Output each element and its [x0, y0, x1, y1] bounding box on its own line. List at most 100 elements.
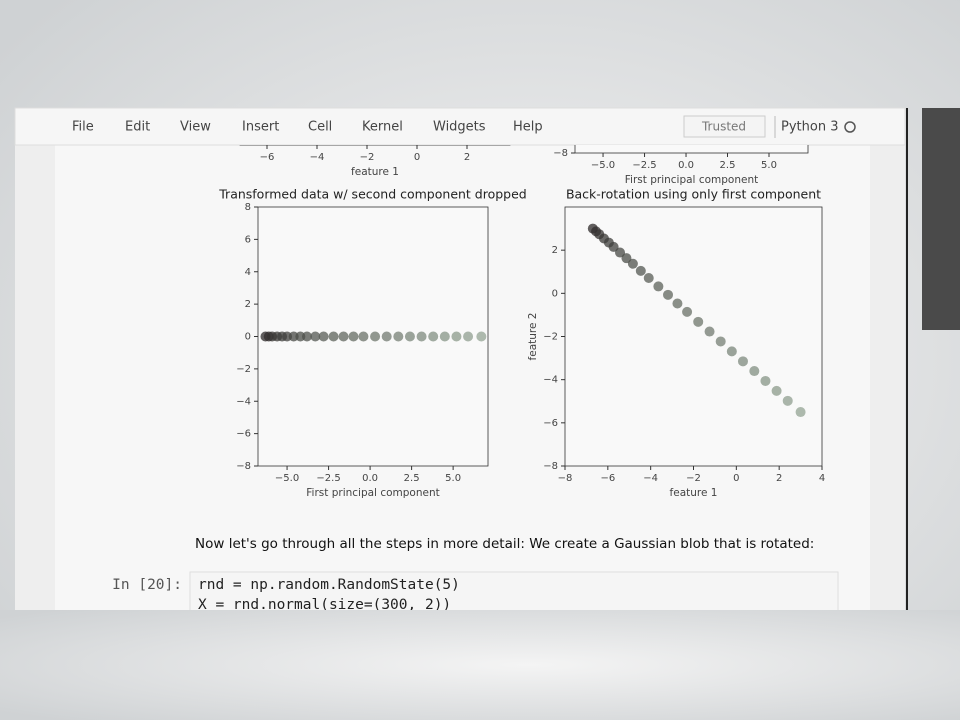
x-tick-label: 2.5 [404, 473, 420, 484]
point [328, 331, 339, 342]
y-tick-label: 0 [245, 332, 251, 343]
point [381, 331, 392, 342]
y-tick-label: −4 [236, 396, 251, 407]
x-tick-label: −5.0 [591, 160, 615, 171]
point [476, 331, 487, 342]
point [795, 407, 806, 418]
menu-item[interactable]: File [72, 120, 94, 135]
y-tick-label: −6 [236, 429, 251, 440]
point [463, 331, 474, 342]
point [615, 247, 626, 258]
point [693, 316, 704, 327]
side-panel [922, 108, 960, 330]
markdown-text: Now let's go through all the steps in mo… [195, 536, 814, 552]
x-axis-label: feature 1 [351, 166, 399, 178]
x-tick-label: 0.0 [362, 473, 378, 484]
trusted-indicator[interactable]: Trusted [701, 120, 746, 134]
x-tick-label: −4 [643, 473, 658, 484]
point [348, 331, 359, 342]
point [760, 375, 771, 386]
plot-area [574, 145, 809, 154]
y-tick-label: 4 [245, 267, 251, 278]
point [404, 331, 415, 342]
x-axis-label: First principal component [306, 487, 439, 499]
y-tick-label: −4 [543, 375, 558, 386]
x-tick-label: −8 [558, 473, 573, 484]
kernel-status [844, 121, 856, 133]
x-tick-label: −4 [310, 152, 325, 163]
chart-title: Transformed data w/ second component dro… [218, 187, 527, 202]
x-tick-label: 2 [464, 152, 470, 163]
x-tick-label: 4 [819, 473, 825, 484]
code-line[interactable]: X = rnd.normal(size=(300, 2)) [198, 597, 451, 613]
point [771, 385, 782, 396]
x-axis-label: First principal component [625, 174, 758, 186]
point [416, 331, 427, 342]
point [653, 281, 664, 292]
point [749, 366, 760, 377]
point [682, 306, 693, 317]
code-line[interactable]: rnd = np.random.RandomState(5) [198, 577, 460, 593]
x-tick-label: 0 [414, 152, 420, 163]
trusted-box[interactable] [683, 115, 766, 138]
point [663, 289, 674, 300]
kernel-name: Python 3 [781, 120, 838, 135]
menu-item[interactable]: Kernel [362, 120, 403, 135]
point [672, 298, 683, 309]
x-tick-label: −6 [260, 152, 275, 163]
y-tick-label: −8 [543, 461, 558, 472]
menu-item[interactable]: Insert [242, 120, 279, 135]
point [358, 331, 369, 342]
point [451, 331, 462, 342]
y-tick-label: −2 [236, 364, 251, 375]
menu-item[interactable]: Widgets [433, 120, 486, 135]
point [704, 326, 715, 337]
y-tick-label: −8 [553, 148, 568, 159]
y-tick-label: 0 [552, 288, 558, 299]
y-tick-label: 2 [245, 299, 251, 310]
x-tick-label: −6 [600, 473, 615, 484]
point [737, 356, 748, 367]
x-tick-label: −5.0 [275, 473, 299, 484]
output-area: −6 −4 −2 0 2 feature 1 −5.0 −2.5 0.0 2.5 5.0 −8 Firs… [218, 145, 825, 499]
point [715, 336, 726, 347]
point [310, 331, 321, 342]
point [621, 253, 632, 264]
point [439, 331, 450, 342]
point [428, 331, 439, 342]
y-tick-label: −6 [543, 418, 558, 429]
menu-item[interactable]: Cell [308, 120, 332, 135]
y-axis-label: feature 2 [527, 313, 539, 361]
point [318, 331, 329, 342]
x-tick-label: 5.0 [445, 473, 461, 484]
menu-item[interactable]: View [180, 120, 211, 135]
x-tick-label: −2 [686, 473, 701, 484]
point [782, 395, 793, 406]
plot-area [564, 206, 823, 467]
y-tick-label: 8 [245, 202, 251, 213]
x-tick-label: −2.5 [632, 160, 656, 171]
point [608, 241, 619, 252]
point [338, 331, 349, 342]
background-bottom [0, 610, 960, 720]
x-tick-label: 0 [733, 473, 739, 484]
menu-item[interactable]: Help [513, 120, 543, 135]
y-tick-label: 6 [245, 234, 251, 245]
y-tick-label: −8 [236, 461, 251, 472]
point [635, 265, 646, 276]
x-tick-label: 2.5 [720, 160, 736, 171]
chart-title: Back-rotation using only first component [566, 187, 821, 202]
x-tick-label: −2 [360, 152, 375, 163]
point [726, 346, 737, 357]
point [393, 331, 404, 342]
y-tick-label: 2 [552, 245, 558, 256]
menu-item[interactable]: Edit [125, 120, 150, 135]
x-tick-label: −2.5 [316, 473, 340, 484]
x-tick-label: 0.0 [678, 160, 694, 171]
y-tick-label: −2 [543, 332, 558, 343]
x-tick-label: 2 [776, 473, 782, 484]
cell-prompt: In [20]: [112, 577, 182, 593]
x-tick-label: 5.0 [761, 160, 777, 171]
point [301, 331, 312, 342]
